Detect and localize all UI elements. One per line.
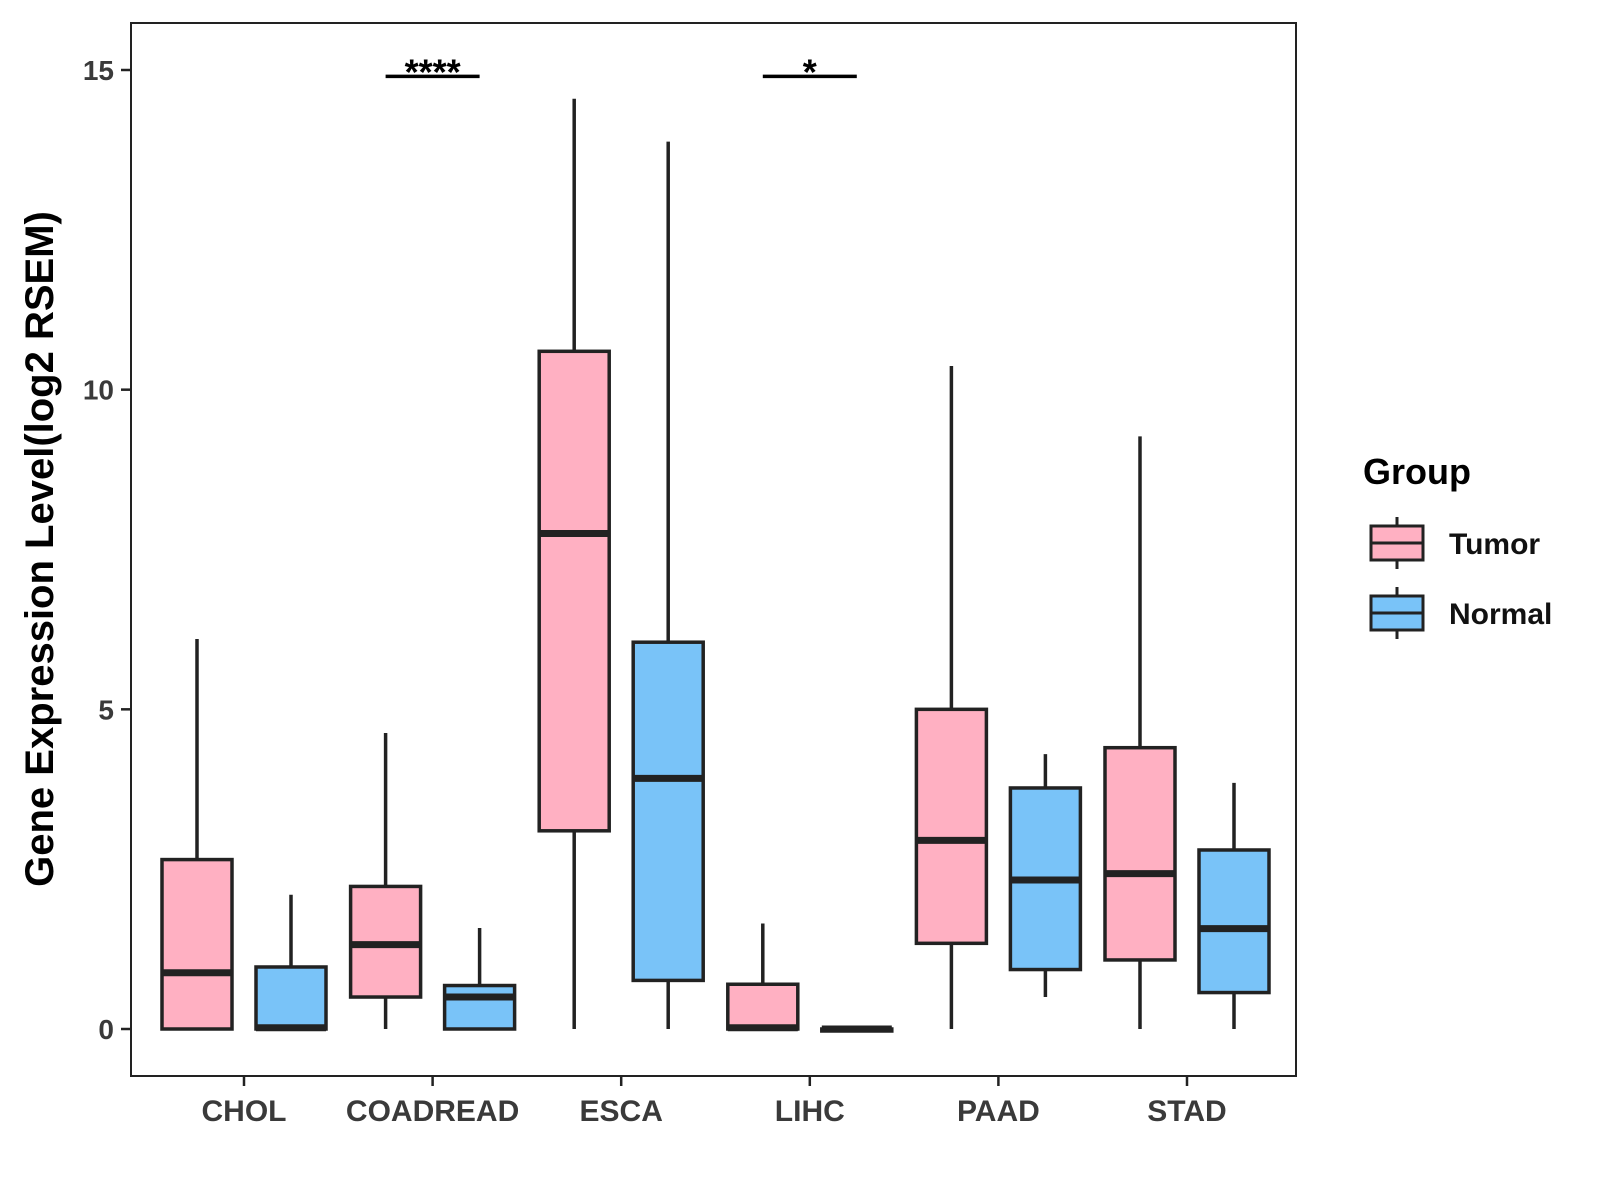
legend-title: Group [1363,451,1471,492]
significance-lihc: * [762,51,857,92]
box-normal-chol [254,894,328,1032]
x-tick-label: PAAD [957,1095,1040,1128]
box-tumor-lihc [726,923,800,1032]
box-iqr [254,965,328,1031]
x-tick-label: COADREAD [346,1095,519,1128]
box-iqr [160,857,234,1031]
y-tick-label: 0 [98,1014,114,1045]
box-normal-paad [1008,754,1083,998]
y-tick-label: 15 [83,55,114,86]
box-iqr [914,707,989,946]
box-iqr [1103,745,1177,962]
box-normal-coadread [442,927,517,1031]
x-tick-label: ESCA [580,1095,663,1128]
box-iqr [1197,848,1271,995]
box-tumor-esca [537,98,611,1029]
significance-label: * [803,51,817,92]
legend-entry-tumor: Tumor [1369,517,1540,569]
legend-label: Tumor [1449,528,1540,561]
box-tumor-coadread [348,732,423,1029]
x-tick-label: CHOL [202,1095,287,1128]
box-normal-lihc [820,1025,894,1033]
significance-label: **** [405,51,461,92]
legend: Group Tumor Normal [1363,451,1552,639]
boxes-layer [160,98,1271,1033]
x-tick-label: LIHC [775,1095,845,1128]
y-tick-label: 5 [98,694,114,725]
x-tick-label: STAD [1147,1095,1226,1128]
axes: 0 5 10 15 CHOL COADREAD ESCA LIHC PAAD STAD [83,55,1227,1128]
box-normal-stad [1197,782,1271,1029]
box-iqr [726,982,800,1031]
box-iqr [537,349,611,833]
y-axis-title: Gene Expression Level(log2 RSEM) [18,211,62,887]
box-iqr [631,640,705,983]
significance-annotations: **** * [385,51,857,92]
legend-entry-normal: Normal [1369,587,1552,639]
significance-coadread: **** [385,51,480,92]
plot-panel-border [130,22,1297,1077]
legend-label: Normal [1449,598,1552,631]
box-tumor-stad [1103,436,1177,1029]
box-tumor-paad [914,366,989,1029]
box-normal-esca [631,141,705,1029]
y-tick-label: 10 [83,375,114,406]
box-iqr [442,983,517,1031]
box-tumor-chol [160,639,234,1031]
